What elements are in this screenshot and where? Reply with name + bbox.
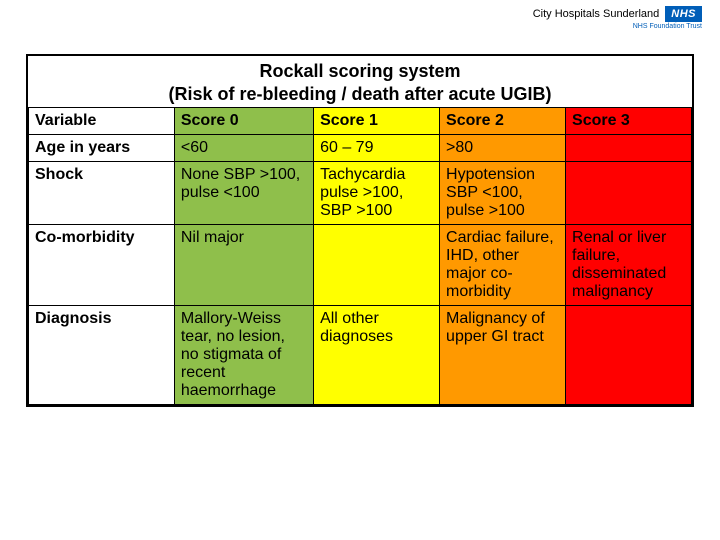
col-score-0: Score 0 [174,108,313,135]
score-table-frame: Rockall scoring system (Risk of re-bleed… [26,54,694,407]
cell: Cardiac failure, IHD, other major co-mor… [440,225,566,306]
row-label: Shock [29,162,175,225]
cell [566,162,692,225]
nhs-badge: NHS [665,6,702,22]
cell: Malignancy of upper GI tract [440,306,566,405]
row-label: Co-morbidity [29,225,175,306]
trust-line: NHS Foundation Trust [533,23,702,30]
rockall-table: Variable Score 0 Score 1 Score 2 Score 3… [28,107,692,405]
col-score-2: Score 2 [440,108,566,135]
cell: Tachycardia pulse >100, SBP >100 [314,162,440,225]
row-comorbidity: Co-morbidity Nil major Cardiac failure, … [29,225,692,306]
cell [566,306,692,405]
table-title: Rockall scoring system (Risk of re-bleed… [28,56,692,107]
cell: All other diagnoses [314,306,440,405]
table-header-row: Variable Score 0 Score 1 Score 2 Score 3 [29,108,692,135]
col-variable: Variable [29,108,175,135]
org-name: City Hospitals Sunderland [533,8,660,20]
row-label: Diagnosis [29,306,175,405]
col-score-1: Score 1 [314,108,440,135]
title-line-2: (Risk of re-bleeding / death after acute… [28,83,692,106]
row-shock: Shock None SBP >100, pulse <100 Tachycar… [29,162,692,225]
col-score-3: Score 3 [566,108,692,135]
cell: <60 [174,135,313,162]
cell [566,135,692,162]
cell: 60 – 79 [314,135,440,162]
row-diagnosis: Diagnosis Mallory-Weiss tear, no lesion,… [29,306,692,405]
cell [314,225,440,306]
cell: Nil major [174,225,313,306]
cell: Renal or liver failure, disseminated mal… [566,225,692,306]
row-age: Age in years <60 60 – 79 >80 [29,135,692,162]
cell: None SBP >100, pulse <100 [174,162,313,225]
nhs-logo-block: City Hospitals Sunderland NHS NHS Founda… [533,6,702,30]
cell: >80 [440,135,566,162]
cell: Hypotension SBP <100, pulse >100 [440,162,566,225]
row-label: Age in years [29,135,175,162]
title-line-1: Rockall scoring system [28,60,692,83]
cell: Mallory-Weiss tear, no lesion, no stigma… [174,306,313,405]
